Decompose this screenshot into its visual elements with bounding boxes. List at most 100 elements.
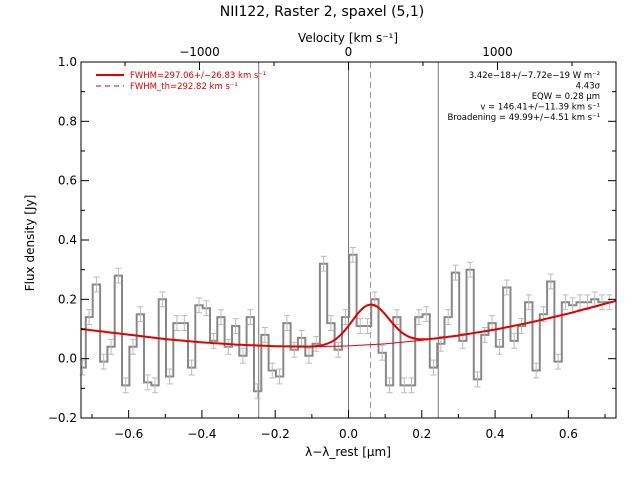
y-tick-label: 0.8 xyxy=(58,114,77,128)
error-bar xyxy=(254,383,261,400)
error-bar xyxy=(423,306,430,323)
gaussian-fit-line xyxy=(80,299,617,348)
error-bar xyxy=(291,341,298,358)
error-bar xyxy=(349,246,356,263)
fit-annotation: v = 146.41+/−11.39 km s⁻¹ xyxy=(480,103,600,113)
error-bar xyxy=(276,368,283,385)
error-bar xyxy=(327,315,334,331)
error-bar xyxy=(122,377,129,394)
error-bar xyxy=(247,309,254,326)
y-tick-label: 0.2 xyxy=(58,292,77,306)
error-bar xyxy=(357,318,364,334)
error-bar xyxy=(174,315,181,331)
y-tick-label: 0.4 xyxy=(58,233,77,247)
x-tick-label: 0.6 xyxy=(559,427,578,441)
x-tick-label: 0.0 xyxy=(339,427,358,441)
spectrum-series xyxy=(79,246,614,400)
error-bar xyxy=(137,306,144,323)
error-bar xyxy=(525,294,532,311)
error-bar xyxy=(555,353,562,370)
legend-label: FWHM=297.06+/−26.83 km s⁻¹ xyxy=(130,71,266,81)
error-bar xyxy=(225,338,232,355)
x-tick-label: −0.2 xyxy=(261,427,290,441)
axis-ticks: −0.6 −0.4 −0.2 0.0 0.2 0.4 0.6 −0.2 0.0 0.2 0.4 0.6… xyxy=(48,45,616,441)
error-bar xyxy=(474,371,481,388)
reference-lines xyxy=(258,62,439,418)
error-bar xyxy=(144,374,151,391)
y-axis-label: Flux density [Jy] xyxy=(23,195,37,292)
error-bar xyxy=(415,309,422,326)
error-bar xyxy=(547,273,554,290)
error-bar xyxy=(496,338,503,355)
error-bar xyxy=(379,344,386,361)
error-bar xyxy=(437,335,444,352)
error-bar xyxy=(599,294,606,311)
error-bar xyxy=(430,359,437,376)
error-bar xyxy=(130,338,137,355)
chart-title: NII122, Raster 2, spaxel (5,1) xyxy=(220,4,425,20)
error-bar xyxy=(195,297,202,314)
fit-annotation: 3.42e−18+/−7.72e−19 W m⁻² xyxy=(469,71,600,81)
error-bar xyxy=(217,309,224,326)
error-bar xyxy=(320,255,327,272)
error-bar xyxy=(335,341,342,358)
y-tick-label: 1.0 xyxy=(58,55,77,69)
error-bar xyxy=(93,276,100,293)
error-bar xyxy=(115,267,122,284)
x-tick-label: −0.6 xyxy=(114,427,143,441)
error-bar xyxy=(269,362,276,379)
error-bar xyxy=(166,368,173,385)
top-tick-label: 1000 xyxy=(482,45,513,59)
y-tick-label: 0.0 xyxy=(58,352,77,366)
top-tick-label: −1000 xyxy=(179,45,220,59)
x-tick-label: 0.2 xyxy=(412,427,431,441)
legend-label: FWHM_th=292.82 km s⁻¹ xyxy=(130,82,238,92)
error-bar xyxy=(533,362,540,379)
y-tick-label: 0.6 xyxy=(58,174,77,188)
error-bar xyxy=(518,318,525,334)
spectrum-steps xyxy=(81,253,614,393)
error-bar xyxy=(188,359,195,376)
error-bar xyxy=(159,291,166,308)
fit-curves xyxy=(80,299,617,348)
error-bar xyxy=(283,315,290,331)
error-bar xyxy=(261,327,268,343)
x-tick-label: −0.4 xyxy=(187,427,216,441)
error-bar xyxy=(239,347,246,364)
error-bar xyxy=(481,327,488,343)
legend: FWHM=297.06+/−26.83 km s⁻¹FWHM_th=292.82… xyxy=(96,71,266,92)
error-bar xyxy=(342,309,349,326)
top-axis-label: Velocity [km s⁻¹] xyxy=(298,31,398,45)
error-bar xyxy=(459,332,466,349)
fit-annotation: 4.43σ xyxy=(576,82,601,92)
error-bar xyxy=(108,338,115,355)
fit-annotation: Broadening = 49.99+/−4.51 km s⁻¹ xyxy=(447,113,600,123)
error-bar xyxy=(305,347,312,364)
error-bar xyxy=(452,264,459,281)
error-bar xyxy=(467,261,474,278)
error-bar xyxy=(210,332,217,349)
error-bar xyxy=(364,318,371,334)
error-bar xyxy=(152,377,159,394)
error-bar xyxy=(401,377,408,394)
x-tick-label: 0.4 xyxy=(486,427,505,441)
error-bar xyxy=(181,315,188,331)
error-bar xyxy=(232,318,239,334)
error-bar xyxy=(503,279,510,296)
error-bar xyxy=(79,359,86,376)
error-bar xyxy=(445,309,452,326)
error-bar xyxy=(386,377,393,394)
error-bar xyxy=(100,353,107,370)
error-bar xyxy=(511,332,518,349)
error-bar xyxy=(408,377,415,394)
error-bar xyxy=(298,329,305,346)
error-bar xyxy=(86,309,93,326)
top-tick-label: 0 xyxy=(345,45,353,59)
fit-annotation: EQW = 0.28 μm xyxy=(532,92,600,102)
error-bar xyxy=(203,300,210,317)
x-axis-label: λ−λ_rest [μm] xyxy=(305,445,391,459)
y-tick-label: −0.2 xyxy=(48,411,77,425)
error-bar xyxy=(313,335,320,352)
